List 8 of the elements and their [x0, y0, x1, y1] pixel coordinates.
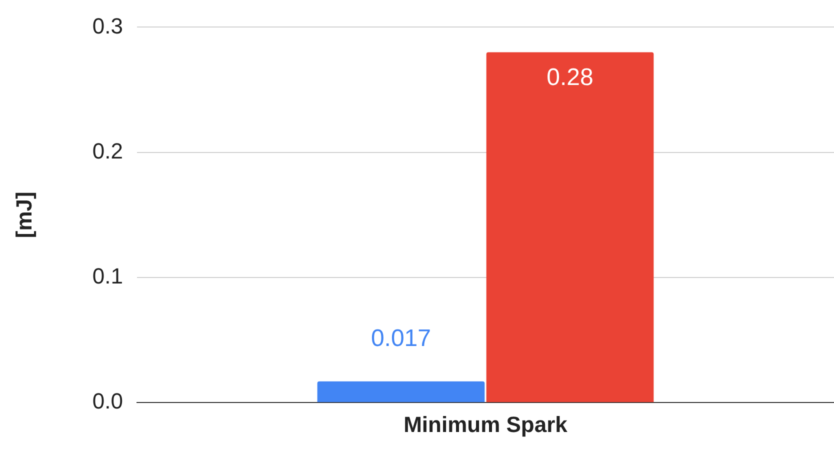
data-label: 0.28: [546, 64, 594, 91]
y-tick-label: 0.2: [92, 138, 123, 164]
y-axis-title: [mJ]: [11, 192, 36, 238]
y-tick-label: 0.0: [92, 388, 123, 414]
data-label: 0.017: [370, 324, 432, 352]
x-tick-label: Minimum Spark: [404, 412, 568, 437]
y-tick-label: 0.1: [92, 264, 123, 289]
y-tick-label: 0.3: [92, 13, 123, 38]
